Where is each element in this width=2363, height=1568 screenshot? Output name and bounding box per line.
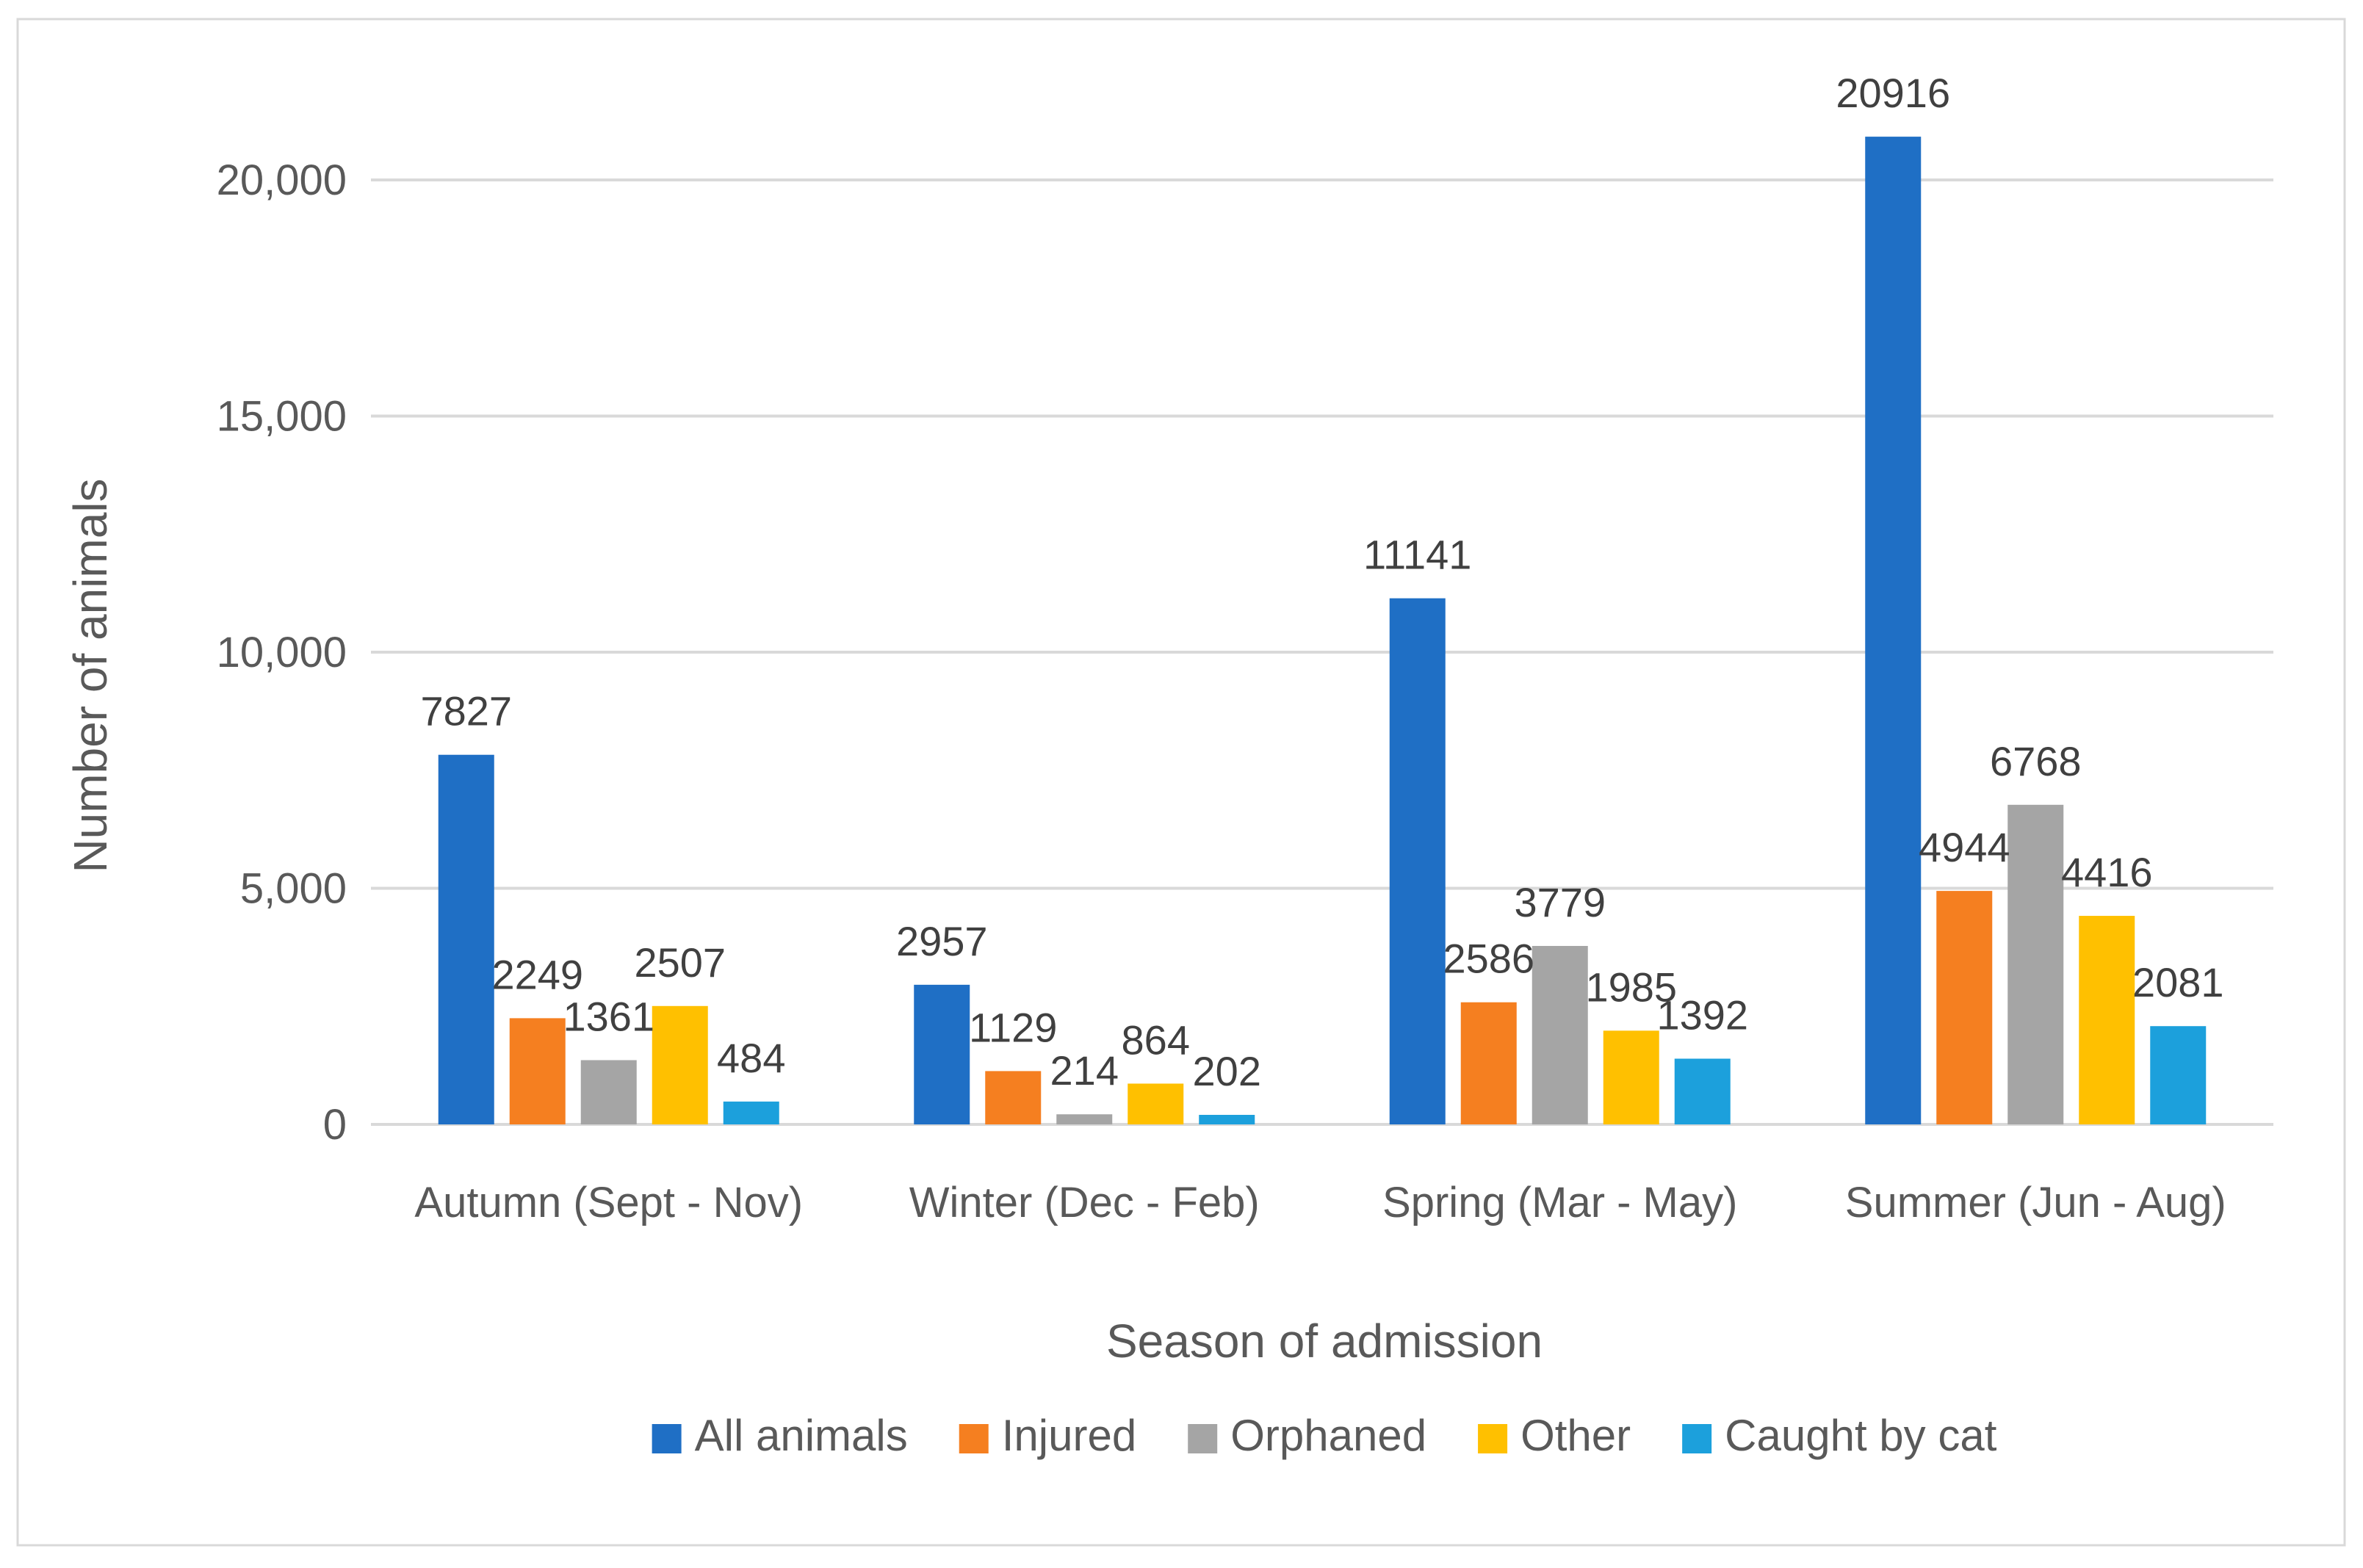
bar: [2007, 804, 2064, 1124]
x-axis-title: Season of admission: [1106, 1315, 1543, 1368]
data-label: 1392: [1656, 991, 1748, 1038]
x-tick-label: Winter (Dec - Feb): [909, 1179, 1260, 1226]
data-label: 6768: [1990, 738, 2082, 784]
data-label: 1985: [1585, 964, 1677, 1010]
legend-label: All animals: [695, 1411, 908, 1460]
legend-label: Injured: [1002, 1411, 1136, 1460]
legend-label: Caught by cat: [1725, 1411, 1997, 1460]
bar: [1460, 1002, 1517, 1124]
bar: [1936, 891, 1993, 1124]
bar: [723, 1101, 779, 1124]
legend-swatch: [652, 1424, 682, 1453]
data-label: 202: [1193, 1048, 1261, 1094]
y-axis-tick-labels: 0 5,000 10,000 15,000 20,000: [217, 156, 347, 1149]
data-label: 4944: [1919, 824, 2010, 870]
legend-item: All animals: [652, 1411, 908, 1460]
chart-frame: [16, 18, 2346, 1547]
bar: [1128, 1083, 1184, 1124]
data-label: 20916: [1836, 70, 1950, 116]
data-label: 2586: [1443, 936, 1534, 982]
x-tick-label: Autumn (Sept - Nov): [414, 1179, 803, 1226]
x-tick-label: Summer (Jun - Aug): [1845, 1179, 2226, 1226]
bar: [1199, 1115, 1255, 1124]
legend-label: Other: [1520, 1411, 1631, 1460]
bar: [1532, 946, 1588, 1124]
data-label: 864: [1122, 1016, 1190, 1063]
bar: [652, 1005, 708, 1124]
bar: [1674, 1058, 1731, 1124]
data-label: 1361: [563, 993, 654, 1039]
legend-item: Caught by cat: [1682, 1411, 1997, 1460]
legend-swatch: [1682, 1424, 1712, 1453]
legend-item: Orphaned: [1188, 1411, 1426, 1460]
bar: [914, 984, 970, 1124]
bar: [2150, 1026, 2207, 1124]
bar: [509, 1018, 566, 1124]
data-label: 4416: [2061, 849, 2153, 895]
data-label: 2249: [491, 951, 583, 997]
data-label: 484: [717, 1035, 785, 1081]
bar: [438, 754, 494, 1124]
legend-item: Other: [1478, 1411, 1631, 1460]
legend-swatch: [959, 1424, 989, 1453]
x-axis-tick-labels: Autumn (Sept - Nov) Winter (Dec - Feb) Spr…: [414, 1179, 2226, 1226]
y-tick-label: 0: [323, 1101, 347, 1149]
bars: [438, 137, 2207, 1124]
bar: [1865, 137, 1922, 1124]
bar: [2079, 916, 2135, 1124]
data-label: 2507: [634, 939, 726, 986]
data-label: 214: [1050, 1047, 1119, 1094]
data-label: 3779: [1514, 879, 1606, 925]
bar: [1389, 598, 1446, 1124]
legend-swatch: [1188, 1424, 1218, 1453]
bar: [580, 1060, 637, 1124]
bar: [1056, 1114, 1113, 1124]
y-axis-title: Number of animals: [64, 478, 117, 872]
x-tick-label: Spring (Mar - May): [1382, 1179, 1737, 1226]
y-tick-label: 10,000: [217, 629, 347, 676]
data-label: 7827: [420, 688, 512, 734]
y-tick-label: 15,000: [217, 393, 347, 441]
legend-item: Injured: [959, 1411, 1136, 1460]
data-label: 2081: [2132, 959, 2224, 1005]
y-tick-label: 5,000: [240, 865, 347, 913]
y-tick-label: 20,000: [217, 156, 347, 204]
legend-swatch: [1478, 1424, 1508, 1453]
data-label: 2957: [896, 918, 988, 964]
bar: [1603, 1030, 1659, 1124]
legend-label: Orphaned: [1230, 1411, 1426, 1460]
bar: [985, 1071, 1042, 1124]
data-label: 11141: [1363, 532, 1471, 578]
data-label: 1129: [969, 1004, 1057, 1050]
legend: All animals Injured Orphaned Other Caught by…: [652, 1411, 1997, 1460]
